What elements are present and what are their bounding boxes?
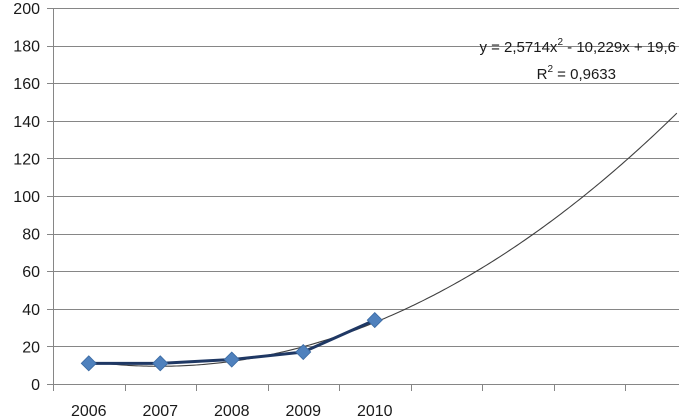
trendline-equation: y = 2,5714x2 - 10,229x + 19,6 bbox=[479, 37, 676, 56]
y-tick-labels: 0 20 40 60 80 100 120 140 160 180 200 bbox=[13, 1, 40, 394]
y-tick-label: 40 bbox=[22, 302, 40, 319]
data-point bbox=[152, 355, 169, 372]
y-tick-label: 160 bbox=[13, 76, 40, 93]
data-point bbox=[295, 343, 312, 361]
y-tick-label: 0 bbox=[31, 377, 40, 394]
y-tick-label: 60 bbox=[22, 264, 40, 281]
x-tick-label: 2006 bbox=[71, 403, 107, 418]
y-tick-label: 120 bbox=[13, 151, 40, 168]
y-tick-label: 100 bbox=[13, 189, 40, 206]
gridlines bbox=[53, 8, 679, 347]
y-tick-label: 140 bbox=[13, 114, 40, 131]
x-tick-label: 2008 bbox=[214, 403, 250, 418]
trendline bbox=[88, 112, 678, 367]
data-point bbox=[80, 355, 97, 372]
trendline-group bbox=[88, 112, 678, 367]
trendline-annotation: y = 2,5714x2 - 10,229x + 19,6 R2 = 0,963… bbox=[479, 37, 676, 83]
y-tick-label: 20 bbox=[22, 339, 40, 356]
x-tick-label: 2007 bbox=[142, 403, 178, 418]
axes bbox=[47, 8, 679, 391]
y-tick-label: 200 bbox=[13, 1, 40, 18]
data-point bbox=[223, 351, 240, 368]
y-tick-label: 80 bbox=[22, 227, 40, 244]
x-tick-label: 2010 bbox=[357, 403, 393, 418]
y-tick-label: 180 bbox=[13, 39, 40, 56]
data-point bbox=[366, 312, 383, 329]
trendline-r-squared: R2 = 0,9633 bbox=[537, 64, 616, 83]
series-group bbox=[80, 312, 383, 372]
x-tick-label: 2009 bbox=[285, 403, 321, 418]
x-tick-labels: 2006 2007 2008 2009 2010 bbox=[71, 403, 393, 418]
